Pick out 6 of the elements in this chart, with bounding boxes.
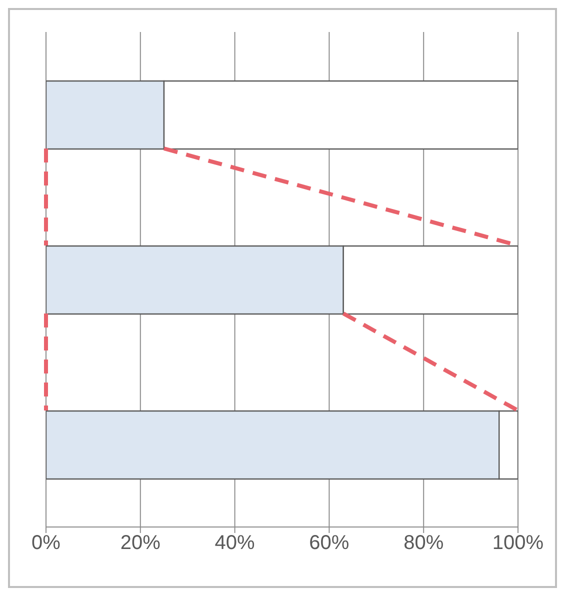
x-tick-label: 0% [32,532,61,554]
x-tick-label: 40% [214,532,256,554]
x-tick-label: 60% [309,532,350,554]
x-tick-label: 20% [120,532,161,554]
x-tick-label: 80% [404,532,444,554]
x-tick-label: 100% [492,532,544,554]
